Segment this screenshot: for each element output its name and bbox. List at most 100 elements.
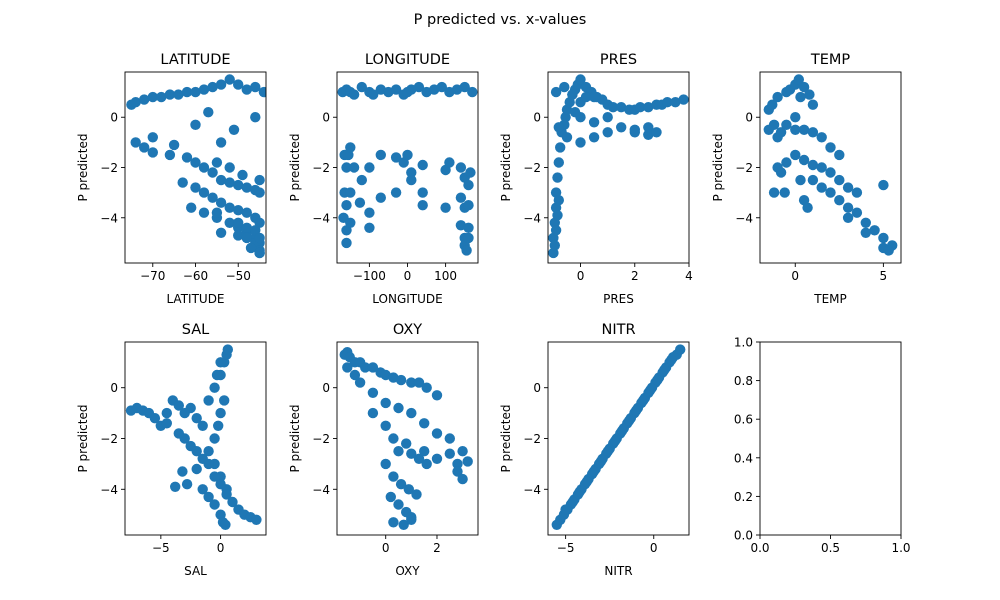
x-tick-label: −100 (353, 269, 386, 283)
scatter-point (367, 407, 379, 419)
scatter-point (233, 179, 244, 191)
scatter-point (360, 362, 371, 373)
scatter-point (461, 245, 472, 256)
scatter-point (417, 187, 428, 198)
scatter-point (190, 86, 201, 98)
scatter-point (250, 81, 261, 93)
y-tick-label: 0.4 (734, 451, 753, 465)
y-axis-label: P predicted (76, 405, 90, 473)
scatter-point (795, 174, 806, 186)
scatter-point (643, 122, 654, 133)
scatter-point (181, 479, 193, 490)
y-tick-label: 1.0 (734, 336, 753, 350)
scatter-point (825, 167, 836, 178)
scatter-point (173, 89, 184, 100)
scatter-point (643, 102, 654, 113)
x-tick-label: 5 (880, 269, 888, 283)
subplot-title: OXY (393, 322, 422, 338)
scatter-point (555, 142, 566, 153)
scatter-point (567, 89, 578, 100)
scatter-point (452, 458, 463, 470)
x-tick-label: 0 (382, 541, 390, 555)
scatter-point (177, 466, 188, 477)
scatter-point (666, 354, 677, 365)
scatter-point (380, 397, 391, 409)
scatter-point (341, 162, 352, 173)
figure-suptitle: P predicted vs. x-values (414, 12, 587, 28)
scatter-point (411, 489, 422, 500)
scatter-point (575, 74, 586, 85)
scatter-point (233, 217, 244, 228)
scatter-point (790, 112, 801, 123)
scatter-point (616, 102, 627, 113)
scatter-point (251, 514, 262, 525)
scatter-point (147, 147, 158, 158)
scatter-point (616, 425, 628, 437)
x-tick-label: −50 (226, 269, 251, 283)
scatter-point (398, 519, 409, 530)
scatter-point (227, 496, 238, 508)
scatter-point (198, 84, 210, 95)
scatter-point (406, 377, 417, 388)
scatter-point (203, 395, 214, 406)
y-tick-label: −4 (100, 211, 118, 225)
scatter-point (191, 413, 202, 424)
scatter-point (367, 387, 379, 398)
scatter-point (215, 357, 226, 368)
scatter-point (393, 446, 404, 457)
scatter-point (436, 81, 447, 93)
scatter-point (675, 344, 686, 355)
scatter-point (241, 207, 252, 218)
scatter-point (390, 152, 402, 163)
scatter-point (851, 187, 863, 198)
x-tick-label: −5 (152, 541, 170, 555)
scatter-point (670, 97, 681, 108)
scatter-point (623, 415, 635, 426)
scatter-point (781, 157, 792, 168)
scatter-series (126, 74, 266, 259)
scatter-point (807, 174, 819, 186)
scatter-point (816, 162, 827, 173)
scatter-point (860, 227, 871, 238)
scatter-point (553, 195, 564, 206)
subplot-7: −5 0 0 −2 −4 NITR NITR P predicted (499, 322, 690, 578)
scatter-point (457, 473, 468, 485)
scatter-point (550, 86, 562, 98)
y-tick-label: −4 (312, 483, 330, 497)
scatter-point (177, 177, 188, 188)
scatter-point (463, 222, 474, 233)
scatter-point (224, 177, 235, 188)
subplot-3: 0 2 4 0 −2 −4 PRES PRES P predicted (499, 52, 693, 306)
scatter-point (403, 484, 414, 495)
scatter-point (775, 167, 787, 178)
scatter-point (417, 200, 428, 211)
scatter-point (250, 112, 261, 123)
scatter-point (431, 428, 443, 439)
scatter-point (768, 119, 780, 130)
scatter-point (181, 86, 193, 98)
y-tick-label: −2 (312, 161, 330, 175)
scatter-point (211, 157, 223, 168)
scatter-point (431, 390, 443, 401)
scatter-series (337, 81, 478, 256)
scatter-point (807, 99, 819, 110)
scatter-point (254, 247, 265, 259)
scatter-point (380, 420, 391, 431)
scatter-point (807, 127, 819, 138)
y-tick-label: −2 (523, 161, 541, 175)
scatter-point (215, 407, 226, 419)
scatter-point (139, 94, 150, 105)
scatter-point (860, 217, 871, 228)
scatter-point (190, 157, 201, 168)
x-axis-label: SAL (184, 564, 207, 578)
scatter-point (406, 514, 417, 525)
scatter-point (775, 127, 787, 138)
scatter-point (156, 91, 167, 103)
scatter-point (367, 362, 379, 373)
scatter-point (798, 124, 810, 135)
scatter-point (652, 374, 663, 386)
scatter-point (215, 197, 227, 208)
scatter-point (444, 433, 455, 444)
scatter-point (364, 207, 375, 218)
